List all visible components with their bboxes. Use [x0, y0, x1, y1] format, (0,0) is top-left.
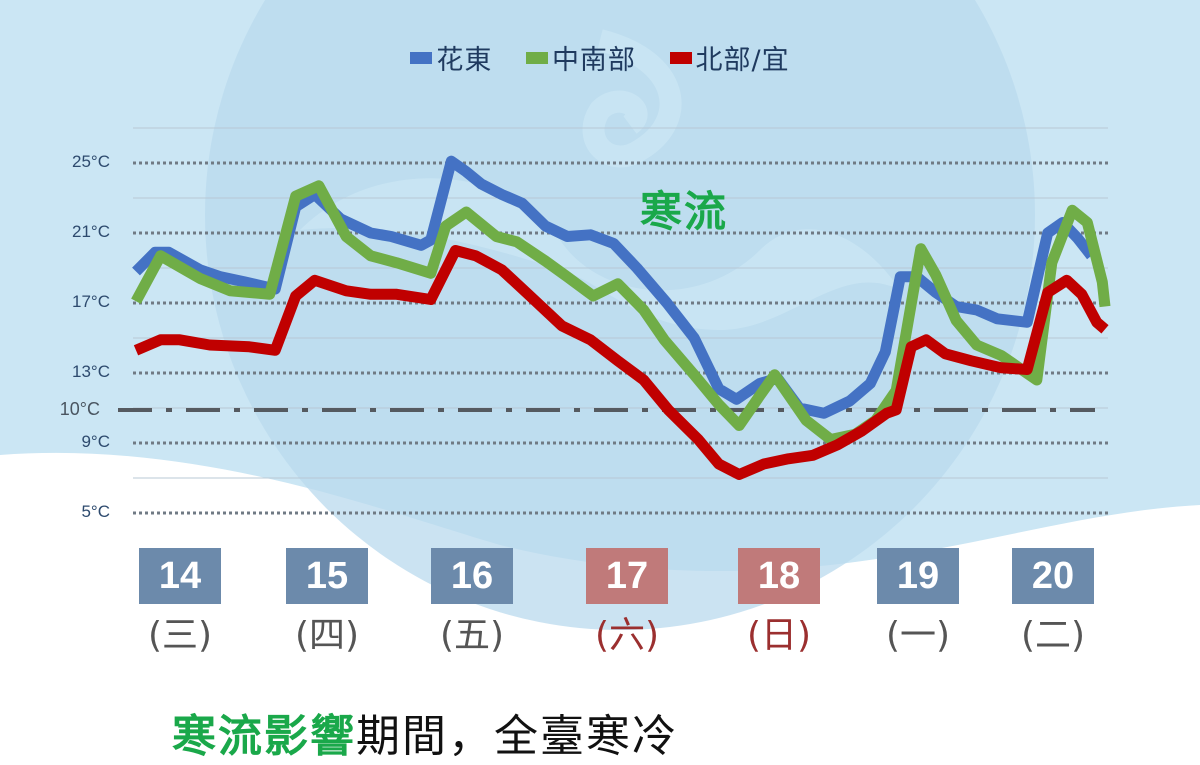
- legend-item-hualien-taitung: 花東: [410, 38, 492, 77]
- chart-legend: 花東 中南部 北部/宜: [0, 38, 1200, 77]
- weekday-label: (五): [439, 615, 505, 656]
- logo-watermark-circle: [205, 0, 1035, 630]
- caption-highlight: 寒流影響: [172, 711, 356, 762]
- day-column: 20 (二): [1012, 548, 1094, 658]
- y-label-5: 5°C: [81, 502, 110, 521]
- day-column: 15 (四): [286, 548, 368, 658]
- weekday-label: (六): [594, 615, 660, 656]
- weekday-label: (四): [294, 615, 360, 656]
- cold-wave-annotation: 寒流: [640, 187, 729, 236]
- day-column: 18 (日): [738, 548, 820, 658]
- day-column: 19 (一): [877, 548, 959, 658]
- date-badge: 19: [877, 548, 959, 604]
- y-label-9: 9°C: [81, 432, 110, 451]
- legend-item-central-south: 中南部: [525, 38, 636, 77]
- logo-wave-shape: [300, 178, 900, 330]
- data-lines: [131, 155, 1111, 480]
- legend-swatch-green: [525, 51, 548, 64]
- series-line-中南部: [131, 180, 1111, 445]
- y-label-25: 25°C: [72, 152, 110, 171]
- date-badge: 15: [286, 548, 368, 604]
- date-badge: 14: [139, 548, 221, 604]
- date-badge: 18: [738, 548, 820, 604]
- date-badge: 20: [1012, 548, 1094, 604]
- legend-swatch-red: [669, 51, 692, 64]
- day-column: 17 (六): [586, 548, 668, 658]
- weekday-label: (一): [885, 615, 951, 656]
- y-label-10-threshold: 10°C: [59, 399, 100, 419]
- weekday-label: (日): [746, 615, 812, 656]
- y-label-21: 21°C: [72, 222, 110, 241]
- legend-item-north-yilan: 北部/宜: [669, 38, 790, 77]
- series-line-北部/宜: [133, 245, 1109, 480]
- weekday-label: (二): [1020, 615, 1086, 656]
- y-label-13: 13°C: [72, 362, 110, 381]
- date-badge: 17: [586, 548, 668, 604]
- gridlines: [118, 127, 1108, 515]
- legend-swatch-blue: [410, 51, 433, 64]
- day-column: 14 (三): [139, 548, 221, 658]
- caption: 寒流影響期間，全臺寒冷: [172, 700, 678, 764]
- caption-rest: 期間，全臺寒冷: [356, 711, 678, 762]
- y-label-17: 17°C: [72, 292, 110, 311]
- weekday-label: (三): [147, 615, 213, 656]
- day-column: 16 (五): [431, 548, 513, 658]
- date-badge: 16: [431, 548, 513, 604]
